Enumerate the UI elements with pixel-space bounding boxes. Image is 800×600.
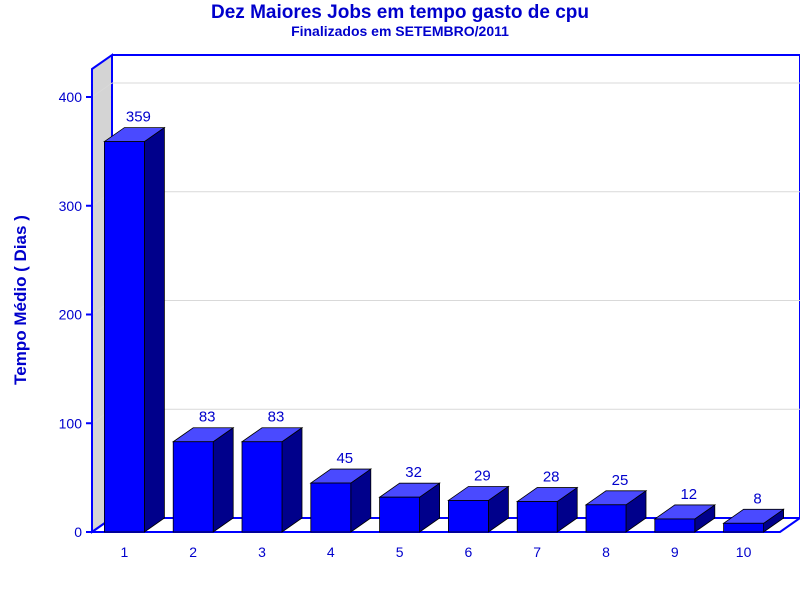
data-label: 83: [268, 409, 285, 426]
bar: [241, 441, 283, 533]
chart-subtitle: Finalizados em SETEMBRO/2011: [291, 23, 509, 39]
x-tick-label: 1: [121, 544, 129, 560]
x-tick-label: 6: [465, 544, 473, 560]
y-tick-label: 200: [59, 307, 83, 323]
x-tick-label: 10: [736, 544, 752, 560]
bar: [447, 500, 489, 533]
bar-side: [281, 426, 303, 533]
y-tick-label: 300: [59, 198, 83, 214]
data-label: 83: [199, 409, 216, 426]
data-label: 25: [612, 472, 629, 489]
x-tick-label: 2: [189, 544, 197, 560]
bar: [310, 482, 352, 533]
y-tick-label: 0: [74, 524, 82, 540]
bar: [172, 441, 214, 533]
x-tick-label: 5: [396, 544, 404, 560]
bar: [516, 501, 558, 533]
x-tick-label: 4: [327, 544, 335, 560]
data-label: 45: [336, 450, 353, 467]
bar: [104, 141, 145, 533]
data-label: 32: [405, 464, 422, 481]
bar: [379, 496, 421, 533]
y-axis-title: Tempo Médio ( Dias ): [11, 215, 30, 385]
data-label: 12: [680, 486, 697, 503]
bar: [723, 522, 764, 533]
data-label: 29: [474, 467, 491, 484]
bar-side: [212, 426, 234, 533]
gridline-side: [91, 82, 113, 98]
y-tick-label: 100: [59, 415, 83, 431]
x-tick-label: 7: [533, 544, 541, 560]
bar: [654, 518, 696, 533]
chart-title: Dez Maiores Jobs em tempo gasto de cpu: [211, 2, 589, 23]
data-label: 28: [543, 469, 560, 486]
x-tick-label: 3: [258, 544, 266, 560]
data-label: 359: [126, 109, 151, 126]
y-tick-label: 400: [59, 89, 83, 105]
data-label: 8: [753, 490, 761, 507]
bar: [585, 504, 627, 533]
bar-side: [143, 126, 165, 533]
x-tick-label: 8: [602, 544, 610, 560]
x-tick-label: 9: [671, 544, 679, 560]
